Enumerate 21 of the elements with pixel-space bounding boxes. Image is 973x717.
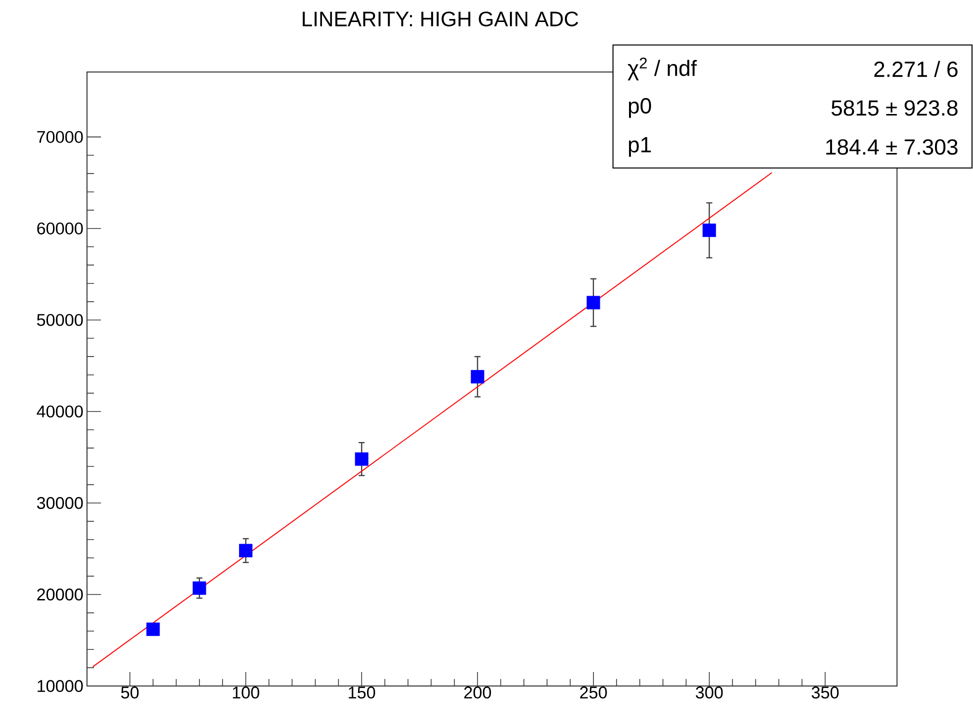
annotation: p1	[628, 137, 651, 157]
y-tick-label: 40000	[36, 405, 83, 418]
x-tick-label: 100	[232, 686, 260, 699]
x-tick-label: 300	[696, 686, 723, 699]
x-tick-label: 200	[464, 686, 491, 699]
y-tick-label: 30000	[37, 496, 83, 509]
annotation: 2.271 / 6	[874, 60, 958, 78]
y-tick-label: 70000	[37, 130, 83, 143]
x-tick-label: 250	[580, 686, 607, 699]
x-tick-label: 150	[348, 686, 376, 699]
annotation: χ$^{2}$ / ndf	[628, 58, 697, 80]
y-tick-label: 60000	[37, 222, 83, 234]
y-tick-label: 20000	[37, 588, 83, 600]
annotation: 5815 ± 923.8	[832, 100, 958, 116]
y-tick-label: 50000	[37, 314, 83, 326]
x-tick-label: 50	[121, 686, 139, 699]
annotation: p0	[628, 98, 652, 118]
x-tick-label: 350	[812, 686, 839, 699]
y-tick-label: 10000	[38, 680, 83, 692]
annotation: 184.4 ± 7.303	[826, 139, 958, 155]
chart-title: LINEARITY: HIGH GAIN ADC	[302, 12, 578, 26]
